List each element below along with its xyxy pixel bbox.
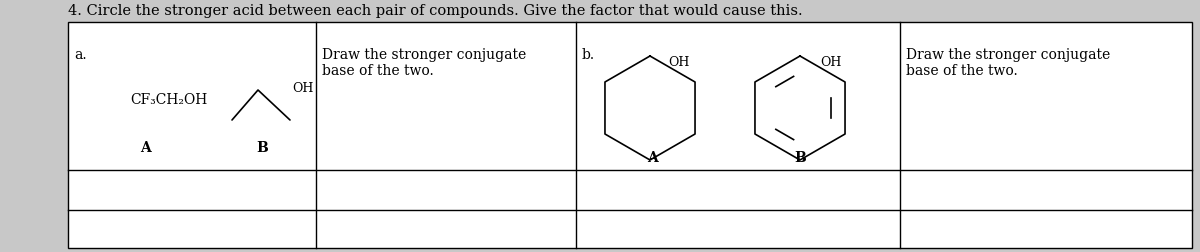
Text: CF₃CH₂OH: CF₃CH₂OH xyxy=(130,93,208,107)
Text: 4. Circle the stronger acid between each pair of compounds. Give the factor that: 4. Circle the stronger acid between each… xyxy=(68,4,803,18)
Text: A: A xyxy=(647,151,658,165)
Text: OH: OH xyxy=(668,55,689,69)
Text: A: A xyxy=(139,141,150,155)
Text: OH: OH xyxy=(820,55,841,69)
Text: Draw the stronger conjugate
base of the two.: Draw the stronger conjugate base of the … xyxy=(906,48,1110,78)
Bar xyxy=(68,22,1192,248)
Text: b.: b. xyxy=(582,48,595,62)
Text: B: B xyxy=(794,151,806,165)
Text: a.: a. xyxy=(74,48,86,62)
Text: OH: OH xyxy=(292,81,313,94)
Text: Draw the stronger conjugate
base of the two.: Draw the stronger conjugate base of the … xyxy=(322,48,527,78)
Text: B: B xyxy=(256,141,268,155)
